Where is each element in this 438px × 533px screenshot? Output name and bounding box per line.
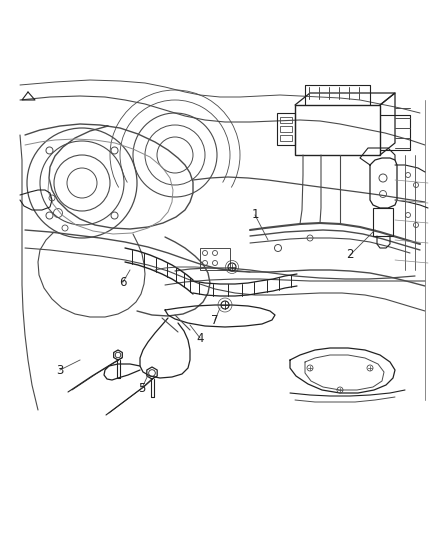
Bar [373, 208, 393, 236]
Text: 2: 2 [346, 248, 354, 262]
Text: 6: 6 [119, 276, 127, 288]
Bar [200, 248, 230, 270]
Text: 3: 3 [57, 364, 64, 376]
Bar [280, 135, 292, 141]
Bar [280, 117, 292, 123]
Bar [280, 126, 292, 132]
Text: 1: 1 [251, 208, 259, 222]
Text: 4: 4 [196, 332, 204, 344]
Bar [277, 113, 295, 145]
Text: 5: 5 [138, 382, 146, 394]
Bar [295, 105, 380, 155]
Text: 7: 7 [211, 313, 219, 327]
